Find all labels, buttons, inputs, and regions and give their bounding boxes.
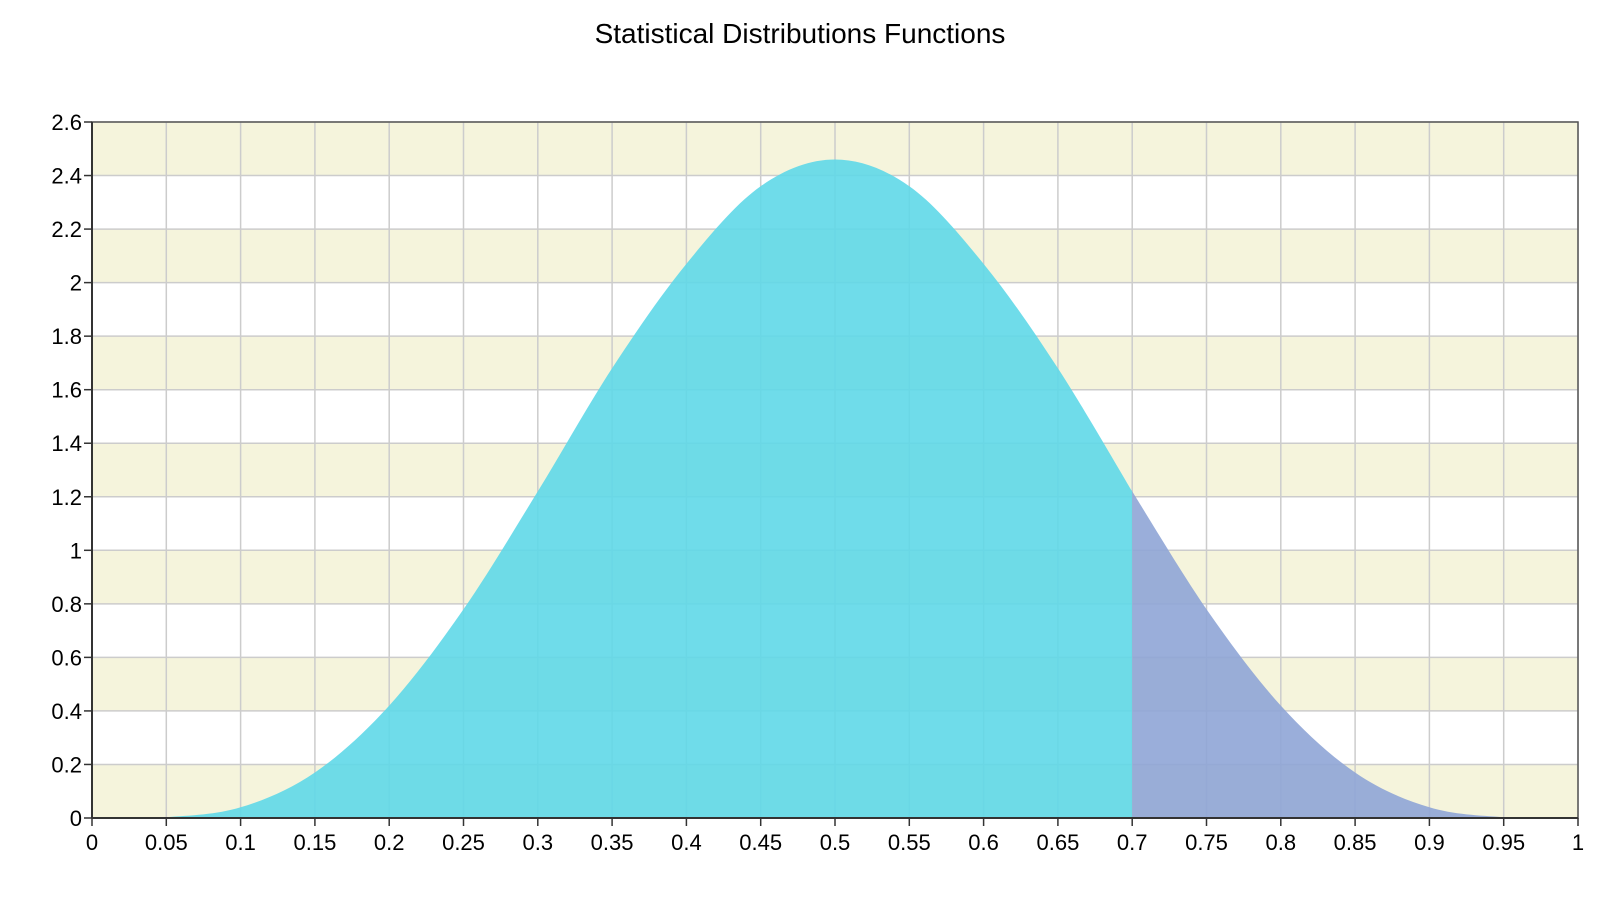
y-tick-label: 2.2 [51,217,82,242]
x-tick-label: 0.05 [145,830,188,855]
y-tick-label: 0 [70,806,82,831]
x-tick-label: 0.45 [739,830,782,855]
x-tick-label: 0.7 [1117,830,1148,855]
y-tick-label: 1.4 [51,431,82,456]
series-area-1 [1132,491,1578,819]
x-tick-label: 0.5 [820,830,851,855]
x-tick-label: 0.85 [1334,830,1377,855]
x-tick-label: 0.25 [442,830,485,855]
y-tick-label: 2 [70,271,82,296]
series-area-0 [92,159,1133,819]
x-tick-label: 0.3 [523,830,554,855]
y-tick-label: 2.4 [51,164,82,189]
x-tick-label: 0.9 [1414,830,1445,855]
x-tick-label: 1 [1572,830,1584,855]
y-tick-label: 0.6 [51,645,82,670]
y-tick-label: 1.6 [51,378,82,403]
x-tick-label: 0.15 [293,830,336,855]
y-tick-label: 1.2 [51,485,82,510]
x-tick-label: 0.95 [1482,830,1525,855]
y-tick-label: 0.4 [51,699,82,724]
x-tick-label: 0.55 [888,830,931,855]
chart-title: Statistical Distributions Functions [594,18,1006,49]
x-tick-label: 0 [86,830,98,855]
x-tick-label: 0.2 [374,830,405,855]
x-tick-label: 0.8 [1266,830,1297,855]
y-tick-label: 0.2 [51,752,82,777]
x-tick-label: 0.1 [225,830,256,855]
x-tick-label: 0.35 [591,830,634,855]
y-tick-label: 1.8 [51,324,82,349]
x-tick-label: 0.75 [1185,830,1228,855]
x-tick-label: 0.4 [671,830,702,855]
x-tick-label: 0.65 [1036,830,1079,855]
y-tick-label: 2.6 [51,110,82,135]
y-tick-label: 0.8 [51,592,82,617]
y-tick-label: 1 [70,538,82,563]
x-tick-label: 0.6 [968,830,999,855]
